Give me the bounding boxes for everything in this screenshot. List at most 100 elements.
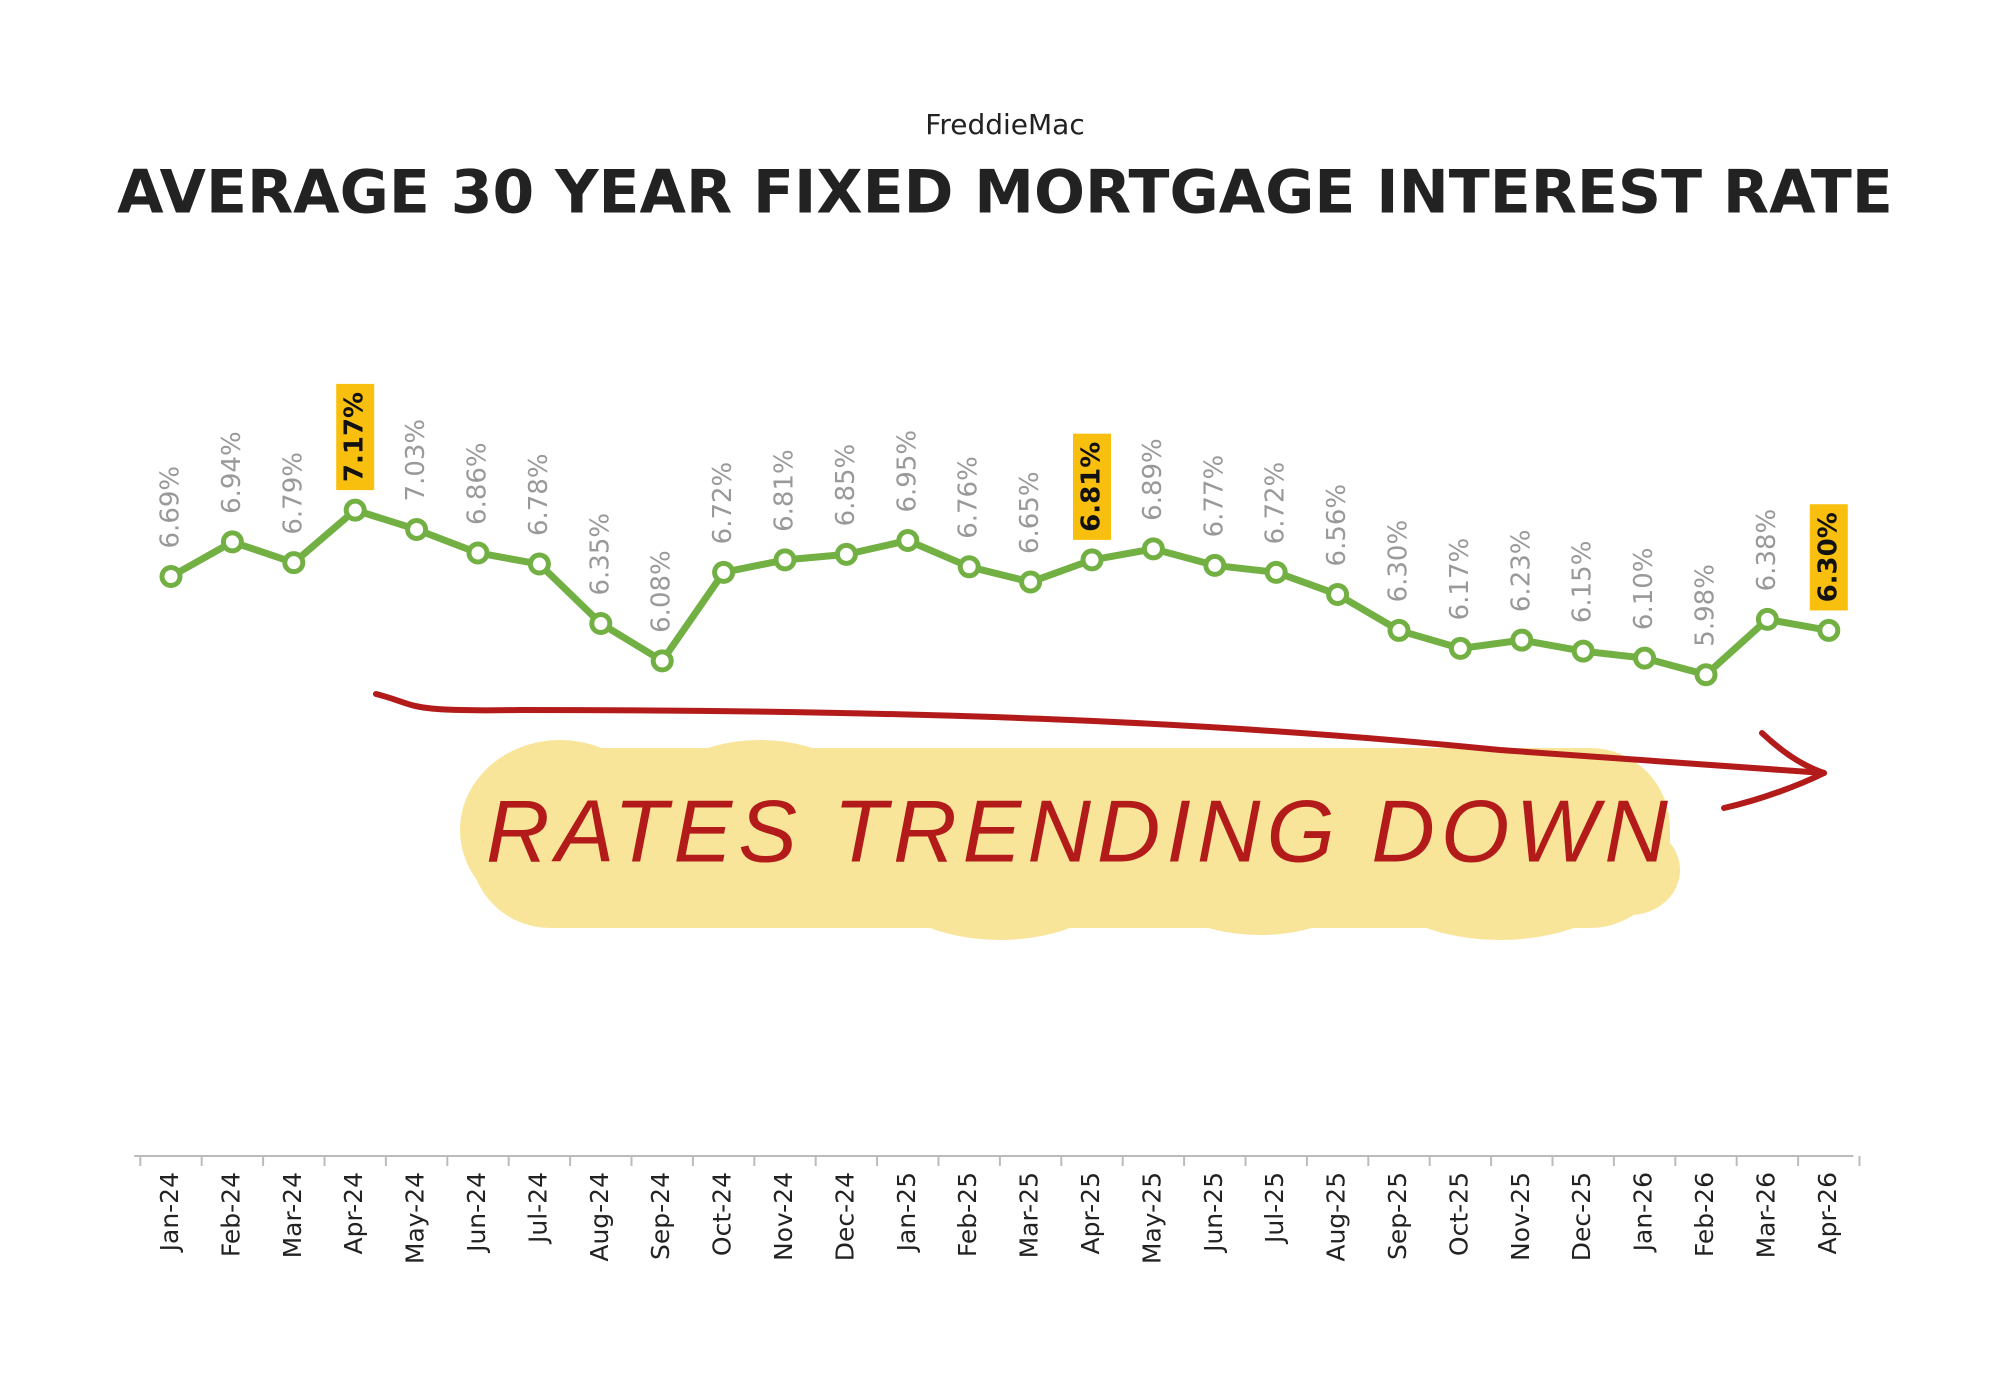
value-label: 6.95% [892, 430, 922, 513]
x-tick-label: Jul-24 [523, 1172, 552, 1245]
data-point [159, 564, 183, 588]
data-point [466, 541, 490, 565]
value-label-group: 6.81% [1073, 433, 1111, 540]
x-tick-label: Feb-26 [1690, 1172, 1719, 1257]
data-point [1141, 537, 1165, 561]
value-label: 6.94% [217, 431, 247, 514]
value-label: 6.23% [1506, 530, 1536, 613]
value-label-group: 5.98% [1691, 564, 1721, 647]
value-label: 6.76% [954, 456, 984, 539]
value-label-group: 6.38% [1752, 509, 1782, 592]
value-label: 6.81% [770, 449, 800, 532]
x-tick-label: Jan-25 [892, 1172, 921, 1253]
x-tick-label: Aug-24 [585, 1172, 614, 1262]
annotation-text: RATES TRENDING DOWN [486, 781, 1674, 880]
data-point [282, 551, 306, 575]
value-label-group: 6.10% [1629, 547, 1659, 630]
value-label-group: 6.30% [1809, 504, 1848, 611]
chart-subtitle: FreddieMac [925, 108, 1084, 141]
value-label-group: 6.17% [1445, 538, 1475, 621]
data-point [650, 649, 674, 673]
value-label-group: 6.77% [1199, 455, 1229, 538]
data-point [527, 552, 551, 576]
x-tick-label: Feb-25 [953, 1172, 982, 1257]
x-tick-label: Mar-25 [1015, 1172, 1044, 1258]
x-tick-label: Aug-25 [1322, 1172, 1351, 1262]
x-tick-label: Sep-25 [1383, 1172, 1412, 1260]
x-tick-label: Feb-24 [216, 1172, 245, 1257]
value-label: 6.30% [1384, 520, 1414, 603]
value-label: 6.65% [1015, 471, 1045, 554]
value-label-group: 6.15% [1568, 541, 1598, 624]
value-label: 7.03% [401, 419, 431, 502]
value-label-group: 6.35% [585, 513, 615, 596]
value-label-group: 7.17% [336, 383, 375, 491]
value-label: 6.77% [1199, 455, 1229, 538]
value-label-group: 6.69% [156, 466, 186, 549]
data-point [773, 548, 797, 572]
value-label: 6.30% [1813, 512, 1843, 602]
data-point [712, 560, 736, 584]
value-label-group: 6.76% [954, 456, 984, 539]
x-tick-label: Jul-25 [1260, 1172, 1289, 1245]
data-point [220, 530, 244, 554]
data-point [957, 555, 981, 579]
value-label: 7.17% [340, 392, 370, 482]
value-label-group: 6.79% [278, 452, 308, 535]
data-point [1755, 607, 1779, 631]
value-label: 6.69% [156, 466, 186, 549]
x-tick-label: May-25 [1137, 1172, 1166, 1264]
value-label: 6.10% [1629, 547, 1659, 630]
annotation-highlight [460, 740, 1680, 940]
value-label: 6.56% [1322, 484, 1352, 567]
x-tick-label: Apr-25 [1076, 1172, 1105, 1254]
value-label: 6.78% [524, 453, 554, 536]
value-label: 6.72% [708, 462, 738, 545]
x-tick-label: Mar-26 [1751, 1172, 1780, 1258]
value-label-group: 6.94% [217, 431, 247, 514]
value-label-group: 6.72% [708, 462, 738, 545]
x-tick-label: Apr-24 [339, 1172, 368, 1254]
value-label-group: 6.95% [892, 430, 922, 513]
value-label: 6.17% [1445, 538, 1475, 621]
value-label-group: 7.03% [401, 419, 431, 502]
data-point [1510, 628, 1534, 652]
value-label-group: 6.85% [831, 444, 861, 527]
data-point [1326, 582, 1350, 606]
data-point [1448, 636, 1472, 660]
value-label: 5.98% [1691, 564, 1721, 647]
value-label: 6.38% [1752, 509, 1782, 592]
value-label-group: 6.30% [1384, 520, 1414, 603]
value-label-group: 6.81% [770, 449, 800, 532]
value-label-group: 6.65% [1015, 471, 1045, 554]
data-point [343, 498, 367, 522]
x-tick-label: Oct-24 [708, 1172, 737, 1256]
x-tick-label: Apr-26 [1813, 1172, 1842, 1254]
value-label: 6.35% [585, 513, 615, 596]
trend-arrow [373, 691, 1827, 776]
x-tick-label: Jun-24 [462, 1172, 491, 1254]
value-label: 6.89% [1138, 438, 1168, 521]
data-point [896, 529, 920, 553]
x-tick-label: Dec-24 [830, 1172, 859, 1261]
x-tick-label: May-24 [401, 1172, 430, 1264]
x-tick-label: Nov-24 [769, 1172, 798, 1261]
x-tick-label: Dec-25 [1567, 1172, 1596, 1261]
value-label: 6.85% [831, 444, 861, 527]
data-point [1264, 560, 1288, 584]
value-label-group: 6.86% [463, 442, 493, 525]
data-point [1817, 618, 1841, 642]
value-label-group: 6.23% [1506, 530, 1536, 613]
data-point [1694, 663, 1718, 687]
value-label: 6.79% [278, 452, 308, 535]
data-point [405, 517, 429, 541]
value-label: 6.72% [1261, 462, 1291, 545]
x-tick-label: Nov-25 [1506, 1172, 1535, 1261]
data-point [1203, 553, 1227, 577]
value-label-group: 6.78% [524, 453, 554, 536]
value-label: 6.15% [1568, 541, 1598, 624]
data-point [1080, 548, 1104, 572]
data-point [1571, 639, 1595, 663]
value-label-group: 6.56% [1322, 484, 1352, 567]
